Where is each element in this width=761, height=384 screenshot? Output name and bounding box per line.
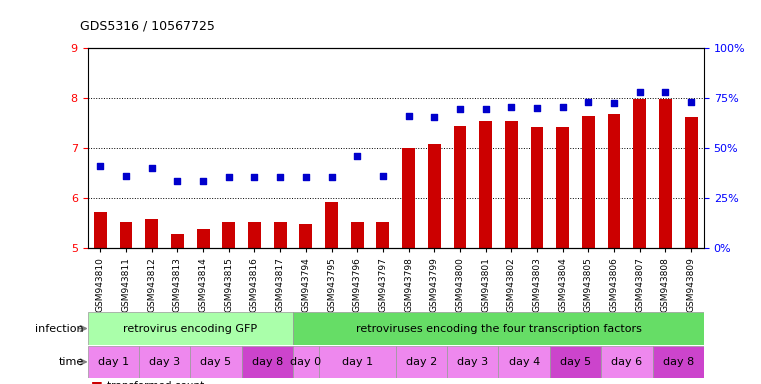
Bar (659, 99, 672, 248)
Bar (454, 126, 466, 248)
Point (326, 174, 338, 180)
Bar (351, 222, 364, 248)
Bar (242, 346, 293, 378)
Text: transformed count: transformed count (107, 381, 204, 384)
Text: day 8: day 8 (663, 357, 694, 367)
Bar (222, 222, 235, 248)
Point (403, 113, 415, 119)
Point (556, 104, 568, 110)
Point (351, 153, 363, 159)
Bar (299, 224, 312, 248)
Text: day 5: day 5 (200, 357, 231, 367)
Bar (582, 116, 595, 248)
Point (377, 173, 389, 179)
Bar (293, 312, 704, 345)
Text: day 6: day 6 (611, 357, 642, 367)
Bar (171, 234, 184, 248)
Text: day 8: day 8 (252, 357, 283, 367)
Bar (402, 148, 415, 248)
Point (479, 106, 492, 113)
Point (300, 174, 312, 180)
Text: infection: infection (35, 323, 84, 334)
Bar (145, 219, 158, 248)
Bar (248, 222, 261, 248)
Bar (505, 121, 517, 248)
Point (428, 114, 441, 120)
Bar (325, 202, 338, 248)
Point (274, 174, 286, 180)
Point (608, 100, 620, 106)
Bar (190, 346, 242, 378)
Point (120, 173, 132, 179)
Point (685, 99, 697, 105)
Point (171, 178, 183, 184)
Bar (396, 346, 447, 378)
Text: day 0: day 0 (290, 357, 321, 367)
Bar (653, 346, 704, 378)
Point (223, 174, 235, 180)
Bar (428, 144, 441, 248)
Bar (556, 127, 569, 248)
Bar (139, 346, 190, 378)
Point (248, 174, 260, 180)
Bar (88, 312, 293, 345)
Bar (479, 121, 492, 248)
Point (505, 104, 517, 110)
Point (197, 178, 209, 184)
Text: GDS5316 / 10567725: GDS5316 / 10567725 (80, 20, 215, 33)
Bar (530, 127, 543, 248)
Point (454, 106, 466, 113)
Text: day 5: day 5 (560, 357, 591, 367)
Text: day 1: day 1 (97, 357, 129, 367)
Point (145, 165, 158, 171)
Text: day 1: day 1 (342, 357, 373, 367)
Text: day 3: day 3 (457, 357, 489, 367)
Bar (685, 117, 698, 248)
Bar (498, 346, 549, 378)
Text: retrovirus encoding GFP: retrovirus encoding GFP (123, 323, 257, 334)
Bar (274, 222, 287, 248)
Point (659, 89, 671, 95)
Bar (196, 229, 209, 248)
Point (531, 105, 543, 111)
Bar (319, 346, 396, 378)
Bar (377, 222, 390, 248)
Bar (88, 346, 139, 378)
Point (94, 163, 107, 169)
Bar (94, 212, 107, 248)
Point (634, 89, 646, 95)
Text: day 2: day 2 (406, 357, 437, 367)
Text: day 3: day 3 (149, 357, 180, 367)
Text: time: time (59, 357, 84, 367)
Bar (447, 346, 498, 378)
Point (582, 99, 594, 105)
Bar (633, 99, 646, 248)
Bar (293, 346, 319, 378)
Text: day 4: day 4 (508, 357, 540, 367)
Bar (601, 346, 653, 378)
Bar (549, 346, 601, 378)
Text: retroviruses encoding the four transcription factors: retroviruses encoding the four transcrip… (355, 323, 642, 334)
Bar (119, 222, 132, 248)
Bar (607, 114, 620, 248)
Text: ■: ■ (91, 379, 103, 384)
